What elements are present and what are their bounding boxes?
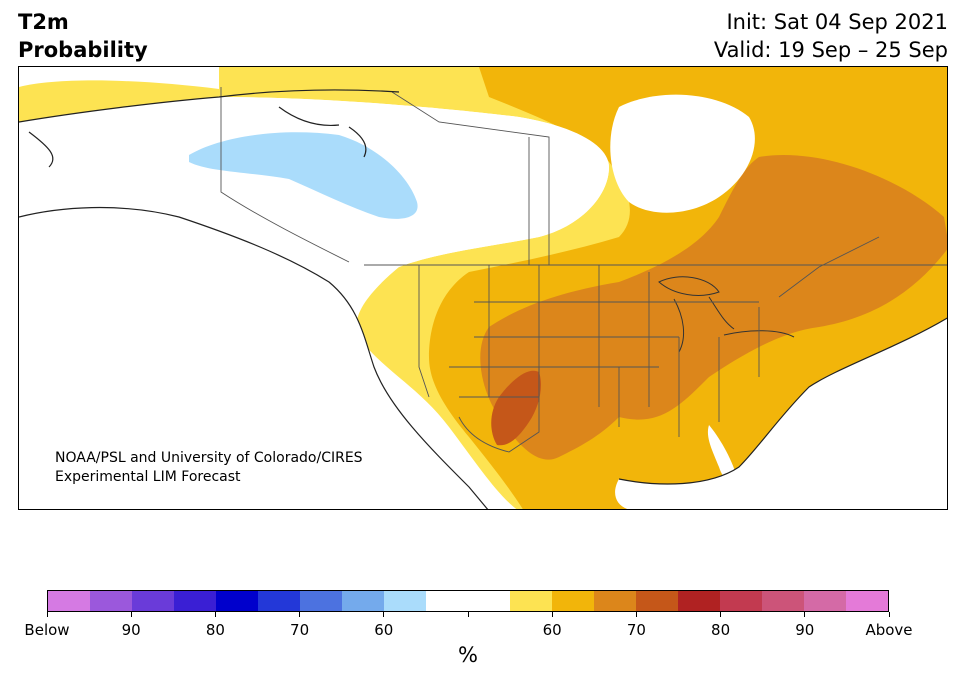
- probability-map: [18, 66, 948, 510]
- colorbar-segment: [90, 591, 132, 611]
- colorbar-segment: [762, 591, 804, 611]
- colorbar-segment: [342, 591, 384, 611]
- colorbar-tick-mark: [551, 612, 553, 617]
- colorbar-segment: [132, 591, 174, 611]
- colorbar-segment: [594, 591, 636, 611]
- colorbar-segment: [48, 591, 90, 611]
- colorbar-segment: [720, 591, 762, 611]
- colorbar-tick-mark: [383, 612, 385, 617]
- political-borders: [220, 87, 947, 453]
- valid-range: Valid: 19 Sep – 25 Sep: [713, 38, 948, 62]
- colorbar-tick-label: 60: [374, 621, 394, 639]
- title-line-2: Probability: [18, 38, 148, 62]
- colorbar-tick-label: Above: [865, 621, 913, 639]
- coastlines: [19, 89, 947, 509]
- colorbar-segment: [552, 591, 594, 611]
- colorbar-segment: [258, 591, 300, 611]
- colorbar-tick-mark: [804, 612, 806, 617]
- colorbar-tick-mark: [214, 612, 216, 617]
- colorbar-tick-label: 70: [290, 621, 310, 639]
- colorbar-tick-mark: [467, 612, 469, 617]
- colorbar-tick-mark: [635, 612, 637, 617]
- region-orange: [480, 155, 947, 460]
- colorbar-segment: [426, 591, 468, 611]
- colorbar-segment: [846, 591, 888, 611]
- colorbar-segment: [678, 591, 720, 611]
- credit-line-1: NOAA/PSL and University of Colorado/CIRE…: [55, 450, 363, 466]
- colorbar-segment: [174, 591, 216, 611]
- colorbar-segment: [510, 591, 552, 611]
- colorbar-segment: [384, 591, 426, 611]
- map-canvas: [19, 67, 947, 509]
- colorbar-tick-label: 90: [795, 621, 815, 639]
- region-light-blue: [189, 132, 418, 219]
- forecast-dates: Init: Sat 04 Sep 2021 Valid: 19 Sep – 25…: [714, 8, 948, 64]
- region-dark-orange: [491, 370, 541, 446]
- region-white-hudson: [610, 94, 755, 213]
- colorbar-tick-mark: [720, 612, 722, 617]
- region-florida: [707, 425, 737, 483]
- colorbar-segment: [216, 591, 258, 611]
- colorbar-tick-label: 60: [542, 621, 562, 639]
- colorbar-tick-mark: [130, 612, 132, 617]
- region-ocean-west: [19, 207, 488, 509]
- map-credit: NOAA/PSL and University of Colorado/CIRE…: [55, 449, 363, 487]
- lake-outlines: [658, 276, 795, 353]
- colorbar-segment: [300, 591, 342, 611]
- colorbar-tick-label: 70: [626, 621, 646, 639]
- map-title: T2m Probability: [18, 8, 148, 64]
- init-date: Init: Sat 04 Sep 2021: [726, 10, 948, 34]
- title-line-1: T2m: [18, 10, 69, 34]
- colorbar-segment: [804, 591, 846, 611]
- colorbar-tick-label: 90: [121, 621, 141, 639]
- colorbar-unit: %: [458, 643, 478, 667]
- credit-line-2: Experimental LIM Forecast: [55, 469, 241, 485]
- colorbar-tick-mark: [299, 612, 301, 617]
- region-ocean-east: [615, 318, 947, 509]
- colorbar: [47, 590, 889, 612]
- colorbar-tick-label: 80: [205, 621, 225, 639]
- colorbar-tick-mark: [888, 612, 890, 617]
- colorbar-tick-label: Below: [24, 621, 70, 639]
- colorbar-segment: [468, 591, 510, 611]
- colorbar-tick-label: 80: [711, 621, 731, 639]
- colorbar-tick-mark: [46, 612, 48, 617]
- colorbar-segment: [636, 591, 678, 611]
